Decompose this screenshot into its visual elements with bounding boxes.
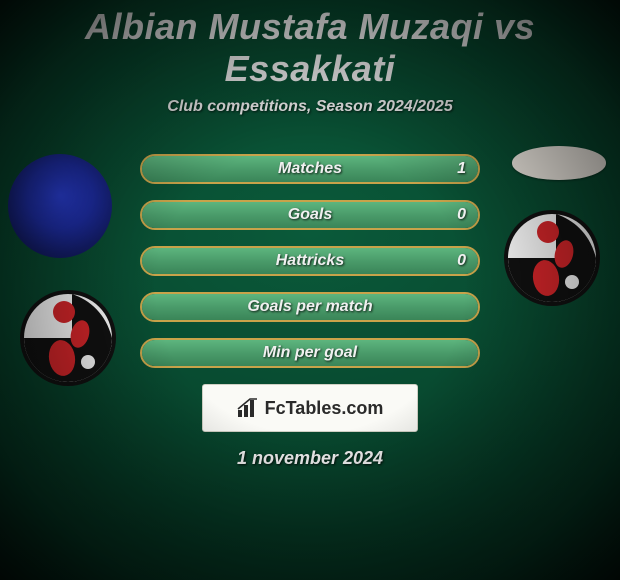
- stat-label: Goals per match: [142, 294, 478, 320]
- stat-rows: Matches1Goals0Hattricks0Goals per matchM…: [140, 154, 480, 368]
- comparison-card: Albian Mustafa Muzaqi vs Essakkati Club …: [0, 0, 620, 580]
- player-left-photo: [8, 154, 112, 258]
- stat-row: Goals per match: [140, 292, 480, 322]
- player-left-club-logo: [18, 288, 118, 388]
- stat-label: Matches: [142, 156, 478, 182]
- stat-value-right: 0: [457, 202, 466, 228]
- stat-value-right: 1: [457, 156, 466, 182]
- stat-row: Hattricks0: [140, 246, 480, 276]
- club-badge-icon: [18, 288, 118, 388]
- stat-value-right: 0: [457, 248, 466, 274]
- watermark-text: FcTables.com: [265, 398, 384, 419]
- player-right-photo: [512, 146, 606, 180]
- stat-row: Min per goal: [140, 338, 480, 368]
- stat-label: Hattricks: [142, 248, 478, 274]
- subtitle: Club competitions, Season 2024/2025: [0, 98, 620, 116]
- club-badge-icon: [502, 208, 602, 308]
- snapshot-date: 1 november 2024: [0, 448, 620, 469]
- stats-area: Matches1Goals0Hattricks0Goals per matchM…: [0, 154, 620, 368]
- stat-row: Goals0: [140, 200, 480, 230]
- bar-chart-icon: [237, 398, 259, 418]
- stat-row: Matches1: [140, 154, 480, 184]
- player-right-club-logo: [502, 208, 602, 308]
- stat-label: Min per goal: [142, 340, 478, 366]
- page-title: Albian Mustafa Muzaqi vs Essakkati: [0, 0, 620, 90]
- stat-label: Goals: [142, 202, 478, 228]
- watermark: FcTables.com: [202, 384, 418, 432]
